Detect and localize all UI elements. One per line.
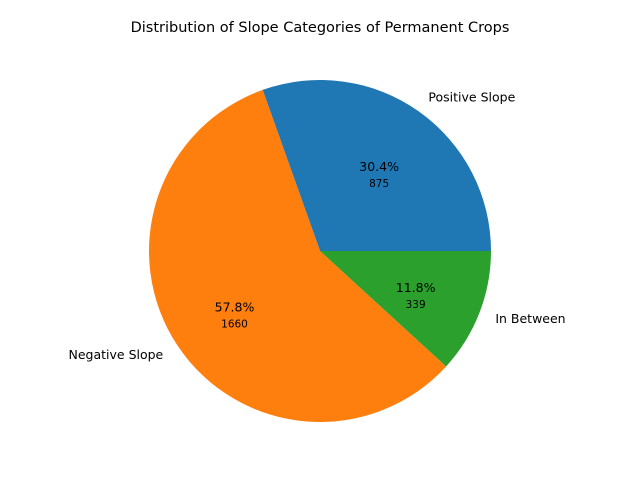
chart-title: Distribution of Slope Categories of Perm… [131,20,510,36]
slice-value-positive-slope: 875 [369,178,389,190]
slice-label-positive-slope: Positive Slope [428,89,515,104]
slice-percent-in-between: 11.8% [396,280,436,295]
pie-labels: Positive Slope 30.4% 875 Negative Slope 57.8… [69,89,566,362]
pie-slice-in-between [320,251,491,367]
slice-percent-positive-slope: 30.4% [359,159,399,174]
slice-label-in-between: In Between [495,311,565,326]
slice-value-negative-slope: 1660 [221,319,248,331]
slice-label-negative-slope: Negative Slope [69,347,164,362]
slice-percent-negative-slope: 57.8% [215,300,255,315]
pie-slices [149,79,491,422]
pie-slice-negative-slope [149,89,447,422]
pie-slice-positive-slope [262,79,491,251]
slice-value-in-between: 339 [406,299,426,311]
